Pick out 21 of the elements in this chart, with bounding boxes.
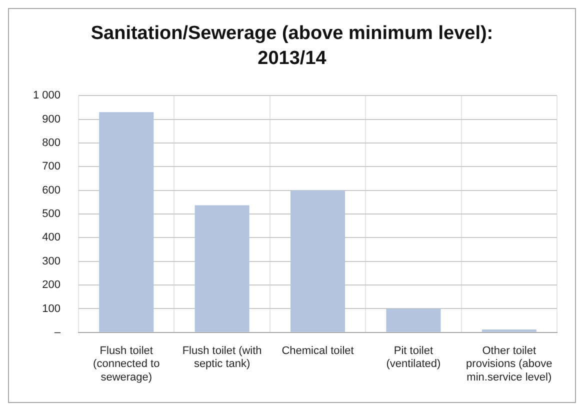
- x-tick-label: Chemical toilet: [282, 345, 354, 358]
- y-tick-label: –: [54, 326, 62, 338]
- y-tick-label: 500: [42, 208, 61, 220]
- y-tick-label: 1 000: [32, 90, 61, 102]
- bar: [194, 205, 250, 332]
- y-tick-label: 300: [42, 255, 61, 268]
- y-tick-label: 800: [42, 136, 61, 149]
- x-tick-label: Flush toilet (connected to sewerage): [93, 345, 160, 384]
- x-tick-label: Pit toilet (ventilated): [386, 345, 441, 370]
- y-tick-label: 700: [42, 160, 61, 173]
- y-tick-label: 200: [42, 279, 61, 292]
- x-tick-label: Other toilet provisions (above min.service level): [466, 345, 552, 384]
- bar: [99, 112, 154, 332]
- y-tick-label: 900: [42, 113, 61, 126]
- y-tick-label: 400: [42, 232, 61, 244]
- x-tick-label: Flush toilet (with septic tank): [182, 345, 262, 370]
- y-tick-label: 100: [42, 302, 61, 315]
- bar: [290, 190, 346, 332]
- y-tick-label: 600: [42, 184, 61, 196]
- bar: [386, 308, 441, 332]
- chart-title: Sanitation/Sewerage (above minimum level): 2013/14: [90, 22, 494, 71]
